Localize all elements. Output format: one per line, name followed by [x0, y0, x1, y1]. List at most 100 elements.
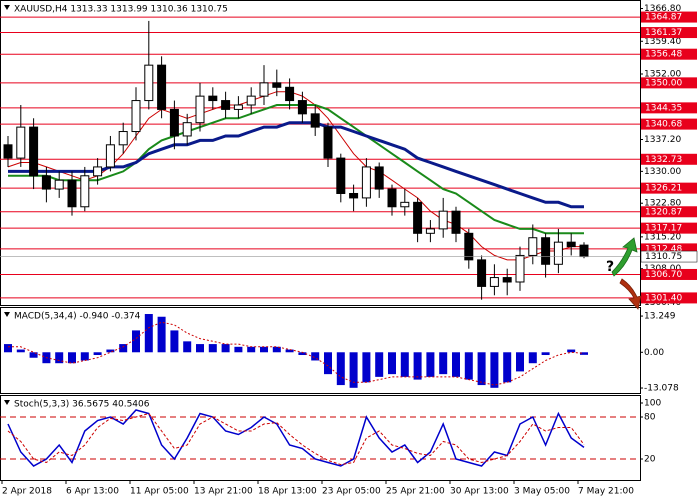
candle-body [29, 126, 39, 177]
level-label-box [641, 182, 697, 194]
candle-body [233, 104, 243, 110]
macd-bar [324, 352, 332, 375]
macd-bar [413, 352, 422, 380]
candle-body [54, 179, 64, 190]
candle-body [387, 188, 397, 208]
candle-body [361, 166, 371, 199]
level-label: 1364.87 [645, 13, 682, 23]
x-tick-label: 23 Apr 05:00 [322, 487, 381, 497]
candle-body [259, 82, 269, 97]
y-tick-label: 0.00 [644, 348, 664, 358]
macd-bar [157, 316, 166, 353]
y-tick-label: 1352.00 [644, 70, 681, 80]
macd-bar [247, 346, 256, 353]
level-label: 1361.37 [645, 28, 682, 38]
panel-title: MACD(5,34,4) -0.940 -0.374 [14, 312, 141, 322]
macd-bar [119, 344, 128, 353]
level-label: 1340.68 [645, 120, 682, 130]
macd-bar [298, 352, 307, 356]
level-label: 1306.70 [645, 270, 682, 280]
axis: 1366.80 1359.40 1352.00 1337.20 1330.00 1322.… [1, 4, 698, 497]
macd-bar [567, 349, 576, 353]
candle-body [349, 192, 359, 199]
macd-bar [503, 352, 512, 383]
x-tick-label: 13 Apr 21:00 [194, 487, 253, 497]
x-tick-label: 2 Apr 2018 [2, 487, 52, 497]
y-tick-label: 20 [644, 455, 656, 465]
macd-bar [4, 344, 12, 353]
level-label: 1356.48 [645, 50, 682, 60]
title-icon [4, 5, 10, 10]
candle-body [272, 82, 282, 88]
candle-body [566, 241, 576, 248]
macd-bar [349, 352, 358, 388]
level-label-box [641, 77, 697, 89]
macd-bar [272, 346, 281, 353]
candle-body [528, 237, 538, 256]
level-label: 1301.40 [645, 293, 682, 303]
forecast-arrows: ? [606, 237, 642, 310]
macd-bar [132, 330, 140, 353]
y-tick-label: 100 [644, 399, 661, 409]
candle-body [182, 122, 192, 137]
macd-bar [375, 352, 384, 377]
macd-bar [362, 352, 371, 383]
macd-bar [68, 352, 76, 364]
level-label-box [641, 292, 697, 304]
macd-bar [580, 352, 588, 355]
stoch-panel [0, 395, 641, 481]
x-tick-label: 30 Apr 13:00 [450, 487, 509, 497]
candle-body [195, 95, 205, 124]
macd-panel [0, 307, 641, 394]
x-tick-label: 6 Apr 13:00 [66, 487, 119, 497]
candle-body [553, 241, 563, 265]
y-tick-label: 80 [644, 413, 656, 423]
candle-body [118, 131, 128, 146]
macd-bar [55, 352, 64, 364]
question-mark: ? [606, 259, 614, 275]
candle-body [515, 254, 525, 283]
x-tick-label: 7 May 21:00 [578, 487, 634, 497]
level-label: 1320.87 [645, 207, 682, 217]
up-arrow [611, 237, 638, 277]
title-icon [4, 312, 10, 317]
candle-body [80, 175, 90, 208]
level-label: 1317.17 [645, 224, 682, 234]
candle-body [413, 201, 423, 234]
y-tick-label: 1315.20 [644, 232, 681, 242]
macd-bar [477, 352, 486, 386]
macd-bar [452, 352, 460, 377]
last-price-label: 1310.75 [645, 252, 682, 262]
macd-bar [16, 349, 25, 353]
candle-body [477, 259, 487, 287]
level-label-box [641, 48, 697, 60]
candle-body [105, 144, 115, 168]
macd-bar [170, 330, 179, 353]
macd-bar [234, 346, 243, 353]
candle-body [285, 86, 295, 102]
y-tick-label: -13.078 [644, 384, 679, 394]
macd-bar [541, 352, 550, 356]
macd-bar [196, 344, 204, 353]
candle-body [41, 175, 51, 190]
candle-body [336, 157, 346, 194]
x-tick-label: 18 Apr 13:00 [258, 487, 317, 497]
candle-body [310, 113, 320, 128]
macd-bar [336, 352, 345, 386]
level-label: 1350.00 [645, 78, 682, 88]
candle-body [157, 64, 167, 110]
macd-bar [439, 352, 448, 375]
level-label-box [641, 11, 697, 23]
y-tick-label: 1330.00 [644, 167, 681, 177]
macd-bar [208, 344, 217, 353]
macd-bar [516, 352, 524, 372]
candle-body [489, 277, 499, 287]
y-tick-label: 1322.80 [644, 199, 681, 209]
macd-bar [426, 352, 435, 377]
price-panel [0, 0, 641, 306]
macd-bar [285, 349, 294, 353]
macd-bar [400, 352, 409, 377]
moving-average [7, 91, 584, 261]
